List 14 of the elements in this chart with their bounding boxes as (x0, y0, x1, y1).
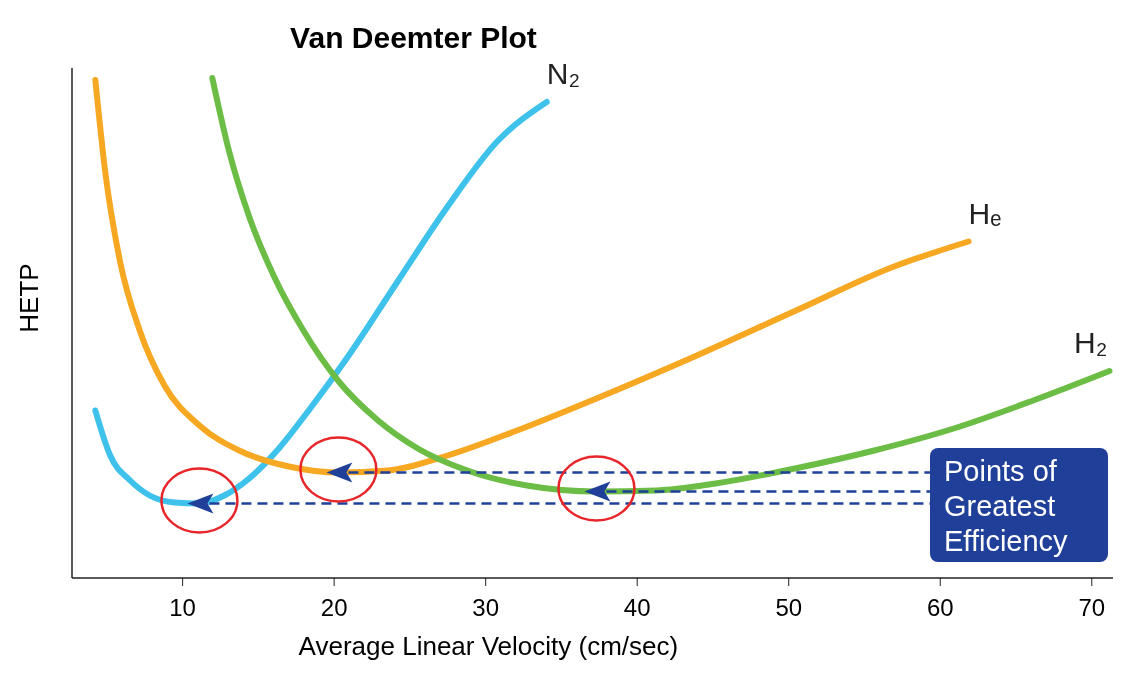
series-label: H₂ (1074, 326, 1108, 359)
chart-title: Van Deemter Plot (290, 21, 537, 54)
series-label: N₂ (546, 57, 581, 90)
x-tick-label: 30 (472, 594, 500, 621)
x-axis-title: Average Linear Velocity (cm/sec) (298, 631, 679, 661)
x-tick-label: 60 (926, 594, 954, 621)
y-axis-title: HETP (14, 263, 44, 333)
x-tick-label: 20 (320, 594, 348, 621)
x-tick-label: 10 (169, 594, 196, 621)
series-label: Hₑ (968, 196, 1002, 230)
x-tick-label: 40 (623, 594, 651, 621)
x-tick-label: 70 (1078, 594, 1106, 621)
x-tick-label: 50 (775, 594, 803, 621)
annotation: Points of Greatest Efficiency (944, 455, 1069, 557)
